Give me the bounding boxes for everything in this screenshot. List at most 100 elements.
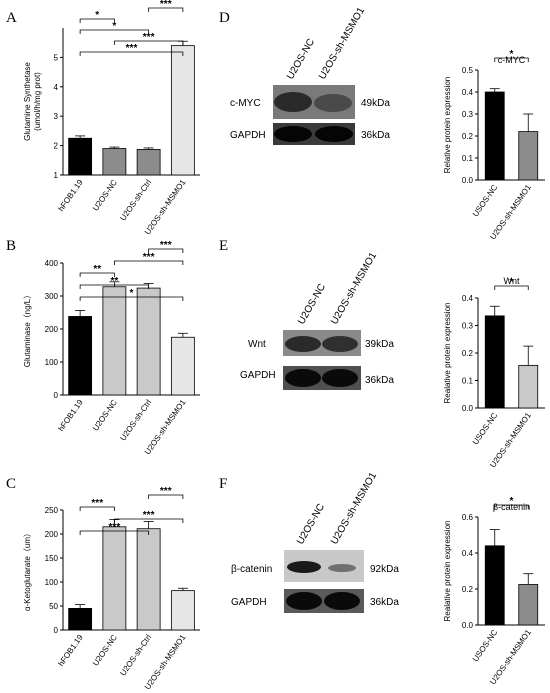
significance-bracket xyxy=(79,530,150,535)
bar xyxy=(484,545,505,626)
significance-label: *** xyxy=(160,240,172,251)
size-label-36kda: 36kDa xyxy=(365,375,394,386)
significance-bracket xyxy=(79,296,184,301)
y-axis-label: Realative protein expression xyxy=(443,303,452,404)
size-label-92kda: 92kDa xyxy=(370,564,399,575)
significance-bracket xyxy=(79,284,150,289)
significance-bracket xyxy=(494,504,529,509)
panel-letter-f: F xyxy=(219,476,227,492)
size-label-39kda: 39kDa xyxy=(365,339,394,350)
significance-bracket xyxy=(79,51,184,56)
significance-bracket xyxy=(79,18,115,23)
y-axis-label-units: (umol/h/mg prot) xyxy=(33,72,42,131)
significance-bracket xyxy=(113,260,184,265)
x-tick-label: hFOB1.19 xyxy=(56,178,85,213)
band xyxy=(286,592,322,610)
significance-label: *** xyxy=(143,252,155,263)
band xyxy=(287,561,321,573)
band xyxy=(285,336,321,352)
significance-bracket xyxy=(494,57,529,62)
y-axis-label: Glutamine Synthetase xyxy=(23,62,32,141)
significance-label: *** xyxy=(126,43,138,54)
bar xyxy=(518,364,539,409)
band xyxy=(328,564,356,572)
x-tick-label: U2OS-NC xyxy=(91,178,119,213)
size-label-36kda: 36kDa xyxy=(361,130,390,141)
protein-label-gapdh: GAPDH xyxy=(240,370,276,381)
significance-bracket xyxy=(148,7,184,12)
protein-label-c-myc: c-MYC xyxy=(230,98,261,109)
band xyxy=(324,592,360,610)
panel-letter-c: C xyxy=(6,476,16,492)
y-tick-label: 0.6 xyxy=(462,513,474,522)
x-tick-label: USOS-NC xyxy=(471,183,500,219)
y-tick-label: 0 xyxy=(54,626,59,635)
bar xyxy=(170,590,195,631)
significance-label: * xyxy=(510,496,514,507)
significance-label: * xyxy=(510,49,514,60)
western-blot-wnt: U2OS-NC U2OS-sh-MSMO1 Wnt GAPDH 39kDa 36… xyxy=(240,250,394,390)
band xyxy=(322,336,358,352)
x-tick-label: U2OS-NC xyxy=(91,398,119,433)
y-tick-label: 0.4 xyxy=(462,549,474,558)
band xyxy=(315,126,353,142)
chart-title: Wnt xyxy=(503,276,520,286)
significance-label: * xyxy=(112,21,116,32)
size-label-49kda: 49kDa xyxy=(361,98,390,109)
x-tick-label: hFOB1.19 xyxy=(56,398,85,433)
panel-letter-a: A xyxy=(6,10,17,26)
band xyxy=(274,92,312,112)
significance-label: *** xyxy=(91,498,103,509)
bar xyxy=(170,336,195,396)
y-tick-label: 0.2 xyxy=(462,585,474,594)
x-tick-label: USOS-NC xyxy=(471,411,500,447)
bar xyxy=(136,149,161,176)
y-tick-label: 200 xyxy=(45,530,59,539)
y-tick-label: 0.0 xyxy=(462,404,474,413)
y-tick-label: 100 xyxy=(45,358,59,367)
bar xyxy=(102,526,127,631)
significance-bracket xyxy=(148,494,184,499)
protein-label-gapdh: GAPDH xyxy=(231,597,267,608)
lane-label-nc: U2OS-NC xyxy=(296,282,328,326)
lane-label-sh-msmo1: U2OS-sh-MSMO1 xyxy=(317,5,367,81)
significance-label: * xyxy=(95,10,99,21)
bar xyxy=(136,287,161,396)
lane-label-nc: U2OS-NC xyxy=(295,502,327,546)
bar xyxy=(68,137,93,176)
protein-label-beta-catenin: β-catenin xyxy=(231,564,272,575)
x-tick-label: U2OS-sh-Ctrl xyxy=(118,178,153,223)
y-tick-label: 0.0 xyxy=(462,176,474,185)
significance-label: ** xyxy=(93,264,101,275)
chart-d: 0.0 0.1 0.2 0.3 0.4 0.5 Relative protein expre… xyxy=(443,49,545,241)
bar xyxy=(102,286,127,396)
significance-label: ** xyxy=(110,276,118,287)
y-tick-label: 400 xyxy=(45,259,59,268)
x-tick-label: USOS-NC xyxy=(471,628,500,664)
significance-bracket xyxy=(79,29,150,34)
y-tick-label: 200 xyxy=(45,325,59,334)
y-tick-label: 0.2 xyxy=(462,349,474,358)
chart-f: 0.0 0.2 0.4 0.6 Realative protein expression… xyxy=(443,496,545,686)
size-label-36kda: 36kDa xyxy=(370,597,399,608)
bar xyxy=(518,584,539,626)
y-tick-label: 0.4 xyxy=(462,294,474,303)
x-tick-label: hFOB1.19 xyxy=(56,633,85,668)
y-tick-label: 3 xyxy=(54,112,59,121)
significance-label: * xyxy=(510,277,514,288)
bar xyxy=(484,315,505,409)
lane-label-nc: U2OS-NC xyxy=(285,37,317,81)
band xyxy=(285,369,321,387)
y-tick-label: 300 xyxy=(45,292,59,301)
significance-bracket xyxy=(113,40,184,45)
band xyxy=(322,369,358,387)
y-axis-label: Realative protein expression xyxy=(443,521,452,622)
panel-letter-d: D xyxy=(219,10,230,26)
western-blot-beta-catenin: U2OS-NC U2OS-sh-MSMO1 β-catenin GAPDH 92… xyxy=(231,470,399,613)
y-tick-label: 0 xyxy=(54,391,59,400)
band xyxy=(314,94,352,112)
lane-label-sh-msmo1: U2OS-sh-MSMO1 xyxy=(329,470,379,546)
panel-letter-b: B xyxy=(6,238,16,254)
